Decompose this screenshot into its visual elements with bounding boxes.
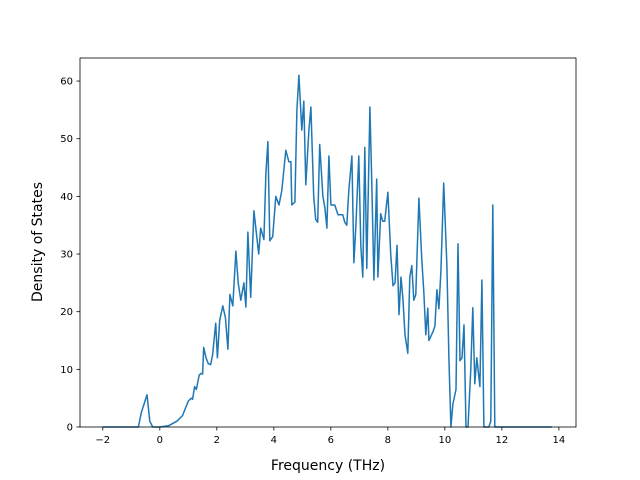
x-tick-label: 14 [553, 435, 566, 446]
x-tick-label: 10 [439, 435, 452, 446]
y-tick-label: 50 [60, 134, 73, 145]
x-tick-label: 0 [157, 435, 163, 446]
x-tick-label: 2 [214, 435, 220, 446]
axes-frame [79, 57, 577, 428]
x-tick-label: −2 [95, 435, 110, 446]
y-tick-label: 10 [60, 365, 73, 376]
x-tick-label: 8 [385, 435, 391, 446]
x-tick-label: 4 [271, 435, 277, 446]
y-tick-label: 0 [67, 423, 73, 434]
y-tick-label: 20 [60, 307, 73, 318]
x-tick-label: 6 [328, 435, 334, 446]
y-tick-label: 30 [60, 250, 73, 261]
x-tick-label: 12 [496, 435, 509, 446]
x-axis-label: Frequency (THz) [271, 458, 385, 474]
y-tick-label: 60 [60, 77, 73, 88]
dos-series-line [102, 74, 552, 428]
y-tick-label: 40 [60, 192, 73, 203]
y-axis-label: Density of States [30, 182, 46, 302]
